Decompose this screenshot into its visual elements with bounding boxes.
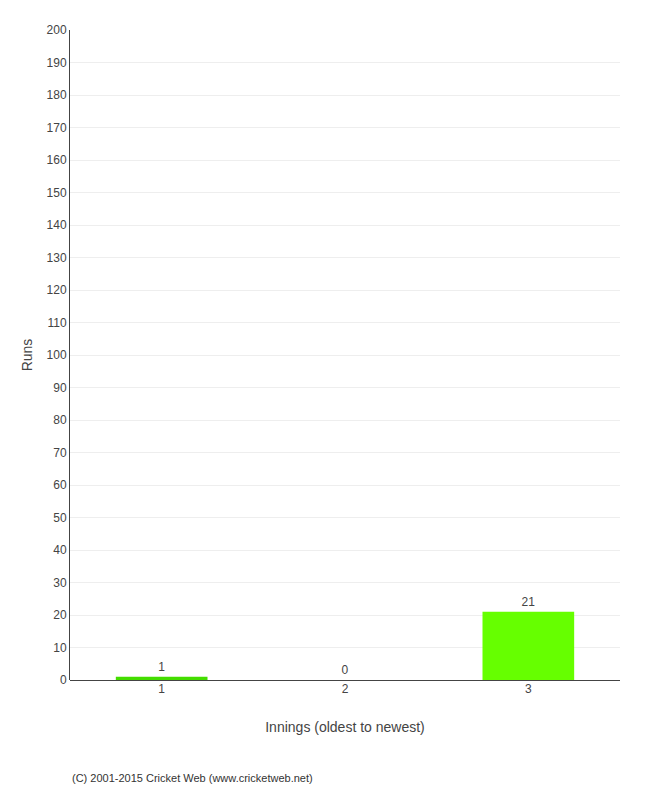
svg-text:50: 50 xyxy=(53,511,67,525)
svg-text:180: 180 xyxy=(47,88,67,102)
svg-text:140: 140 xyxy=(47,218,67,232)
svg-text:Runs: Runs xyxy=(19,339,35,372)
svg-text:130: 130 xyxy=(47,251,67,265)
svg-text:3: 3 xyxy=(525,682,532,696)
svg-text:190: 190 xyxy=(47,56,67,70)
svg-text:(C) 2001-2015 Cricket Web (www: (C) 2001-2015 Cricket Web (www.cricketwe… xyxy=(72,772,313,784)
svg-text:40: 40 xyxy=(53,543,67,557)
svg-text:21: 21 xyxy=(521,595,535,609)
svg-text:100: 100 xyxy=(47,348,67,362)
svg-text:150: 150 xyxy=(47,186,67,200)
svg-text:10: 10 xyxy=(53,641,67,655)
svg-text:120: 120 xyxy=(47,283,67,297)
svg-text:20: 20 xyxy=(53,608,67,622)
svg-text:0: 0 xyxy=(60,673,67,687)
svg-text:160: 160 xyxy=(47,153,67,167)
svg-text:30: 30 xyxy=(53,576,67,590)
svg-text:1: 1 xyxy=(158,660,165,674)
svg-text:110: 110 xyxy=(47,316,66,330)
svg-text:0: 0 xyxy=(342,663,349,677)
svg-text:1: 1 xyxy=(158,682,165,696)
svg-text:90: 90 xyxy=(53,381,67,395)
svg-text:200: 200 xyxy=(47,23,67,37)
svg-text:60: 60 xyxy=(53,478,67,492)
svg-text:80: 80 xyxy=(53,413,67,427)
svg-text:70: 70 xyxy=(53,446,67,460)
svg-text:170: 170 xyxy=(47,121,67,135)
svg-text:2: 2 xyxy=(342,682,349,696)
svg-text:Innings (oldest to newest): Innings (oldest to newest) xyxy=(265,719,425,735)
